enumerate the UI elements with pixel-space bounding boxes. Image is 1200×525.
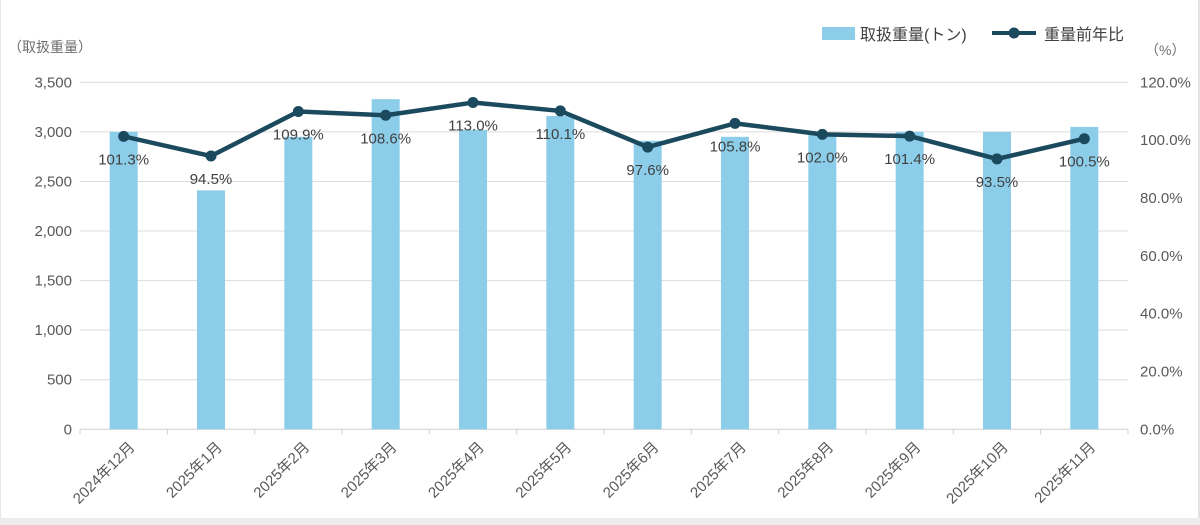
x-axis-category-label: 2025年5月 [512, 439, 575, 502]
yoy-data-label: 113.0% [448, 118, 498, 135]
left-axis-tick-label: 1,500 [34, 273, 72, 290]
left-axis-tick-label: 3,000 [34, 124, 72, 141]
bar-2025年1月 [197, 190, 225, 430]
yoy-data-label: 105.8% [710, 138, 761, 155]
x-axis-category-label: 2025年1月 [163, 439, 226, 502]
yoy-point-2025年3月 [380, 109, 392, 121]
bar-2025年8月 [808, 134, 837, 430]
left-axis-tick-label: 3,500 [34, 74, 72, 91]
bar-2025年3月 [371, 99, 400, 430]
bar-2025年6月 [633, 140, 662, 430]
legend: 取扱重量(トン) 重量前年比 [822, 26, 1124, 44]
x-axis-category-label: 2025年2月 [250, 439, 313, 502]
yoy-point-2025年10月 [991, 153, 1003, 165]
left-axis-unit-label: （取扱重量） [8, 39, 92, 55]
yoy-point-2025年7月 [729, 117, 741, 129]
left-axis-tick-label: 500 [47, 372, 72, 389]
x-axis-category-label: 2025年8月 [774, 439, 837, 502]
yoy-point-2025年2月 [292, 106, 304, 118]
x-axis-category-label: 2025年11月 [1031, 439, 1099, 507]
left-axis-tick-label: 1,000 [34, 322, 72, 339]
x-axis-category-label: 2025年6月 [600, 439, 663, 502]
yoy-point-2025年9月 [904, 130, 916, 142]
right-axis-tick-label: 100.0% [1140, 132, 1191, 149]
x-axis-category-label: 2025年4月 [425, 439, 488, 502]
bar-2025年10月 [983, 131, 1011, 430]
x-axis-category-label: 2025年7月 [687, 439, 750, 502]
left-axis-tick-label: 2,000 [34, 223, 72, 240]
left-axis-tick-label: 0 [64, 421, 72, 438]
yoy-point-2025年8月 [816, 128, 828, 140]
right-axis-tick-label: 0.0% [1140, 421, 1174, 438]
bottom-divider [0, 518, 1200, 525]
x-axis-category-label: 2025年9月 [862, 439, 925, 502]
bar-2025年11月 [1070, 126, 1099, 430]
yoy-data-label: 109.9% [273, 127, 324, 144]
x-axis-category-label: 2024年12月 [70, 439, 139, 508]
bar-2025年2月 [284, 136, 313, 430]
yoy-point-2025年11月 [1078, 133, 1090, 145]
bar-2025年9月 [895, 131, 924, 430]
x-axis-category-label: 2025年3月 [338, 439, 401, 502]
left-axis-tick-label: 2,500 [34, 173, 72, 190]
yoy-point-2025年5月 [554, 105, 566, 117]
bar-2025年4月 [459, 129, 487, 430]
bar-2025年7月 [721, 136, 749, 430]
bar-2024年12月 [109, 131, 138, 430]
yoy-point-2025年4月 [467, 97, 479, 109]
yoy-data-label: 94.5% [190, 171, 233, 188]
right-axis-unit-label: （%） [1145, 42, 1185, 58]
right-axis-tick-label: 40.0% [1140, 306, 1183, 323]
right-axis-tick-label: 80.0% [1140, 190, 1183, 207]
yoy-data-label: 101.3% [98, 151, 149, 168]
x-axis-category-label: 2025年10月 [943, 439, 1012, 508]
yoy-point-2025年6月 [642, 141, 654, 153]
legend-line-marker-icon [1008, 27, 1020, 39]
yoy-data-label: 93.5% [976, 174, 1019, 191]
yoy-data-label: 100.5% [1059, 154, 1110, 171]
yoy-line [121, 100, 1087, 162]
yoy-point-2025年1月 [205, 150, 217, 162]
right-axis-tick-label: 20.0% [1140, 363, 1183, 380]
yoy-point-2024年12月 [118, 130, 130, 142]
plot-area: 0 500 1,000 1,500 2,000 2,500 3,000 3,500 0.0% 20… [34, 74, 1190, 507]
legend-bar-swatch [822, 27, 855, 40]
legend-line-label: 重量前年比 [1044, 26, 1124, 44]
yoy-data-label: 102.0% [797, 149, 848, 166]
right-axis-tick-label: 120.0% [1140, 74, 1191, 91]
bar-2025年5月 [546, 116, 575, 430]
yoy-data-label: 108.6% [360, 130, 411, 147]
legend-bar-label: 取扱重量(トン) [860, 26, 967, 44]
right-axis-tick-label: 60.0% [1140, 248, 1183, 265]
yoy-data-label: 101.4% [884, 151, 935, 168]
yoy-data-label: 110.1% [535, 126, 585, 143]
yoy-data-label: 97.6% [626, 162, 669, 179]
